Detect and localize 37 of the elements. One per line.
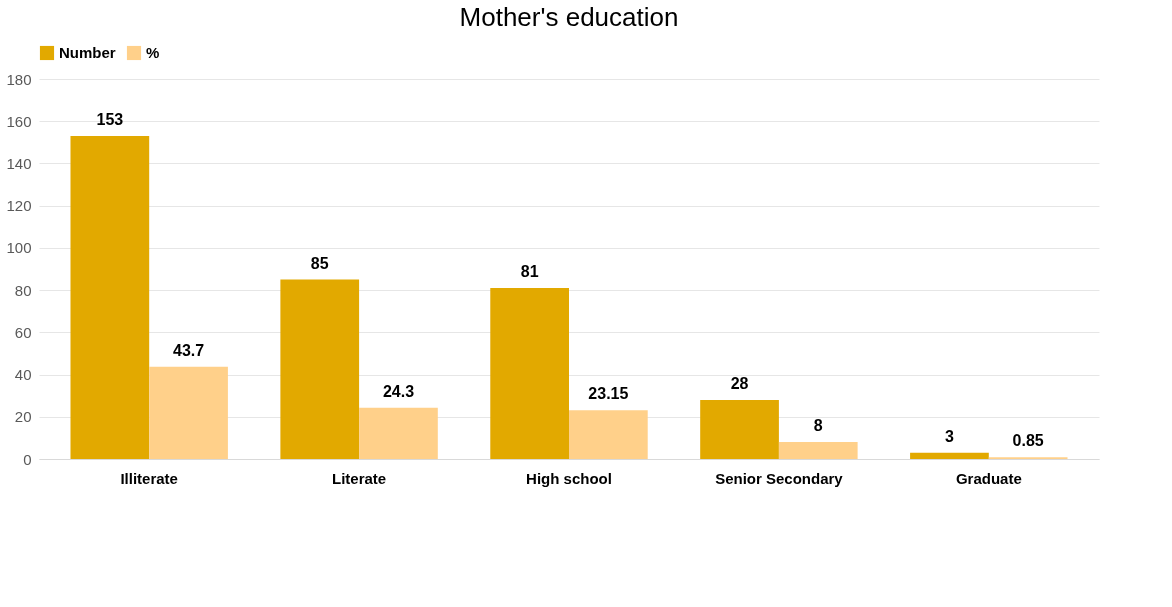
y-tick-label: 140 — [6, 154, 32, 172]
data-label: 23.15 — [588, 385, 629, 403]
x-tick-label: Illiterate — [120, 469, 178, 487]
data-label: 81 — [520, 263, 539, 280]
bar — [280, 279, 360, 459]
y-tick-label: 40 — [14, 366, 32, 384]
x-tick-label: Literate — [332, 469, 387, 487]
data-label: 8 — [813, 417, 823, 435]
bar — [359, 407, 438, 459]
bar — [700, 399, 779, 459]
chart-title: Mother's education — [459, 2, 679, 32]
bar — [910, 452, 989, 459]
y-tick-label: 20 — [14, 408, 32, 426]
y-tick-label: 0 — [23, 450, 32, 468]
data-label: 0.85 — [1012, 432, 1044, 450]
bar — [149, 366, 228, 459]
bar — [490, 288, 569, 459]
bar — [70, 136, 150, 459]
y-tick-label: 100 — [6, 239, 32, 257]
bar — [569, 410, 648, 459]
legend-label: % — [146, 44, 160, 61]
data-label: 24.3 — [382, 382, 415, 400]
bar — [778, 442, 858, 459]
legend-label: Number — [59, 44, 116, 61]
x-tick-label: Senior Secondary — [715, 469, 844, 487]
data-label: 43.7 — [172, 341, 205, 359]
data-label: 28 — [730, 374, 749, 392]
data-label: 3 — [944, 427, 954, 445]
data-label: 85 — [310, 254, 329, 272]
data-label: 153 — [96, 111, 124, 128]
y-tick-label: 120 — [6, 197, 32, 215]
y-tick-label: 60 — [14, 323, 32, 341]
y-tick-label: 180 — [6, 70, 32, 88]
y-tick-label: 80 — [14, 281, 32, 299]
y-tick-label: 160 — [6, 112, 32, 130]
x-tick-label: High school — [526, 469, 612, 487]
x-tick-label: Graduate — [955, 469, 1022, 487]
